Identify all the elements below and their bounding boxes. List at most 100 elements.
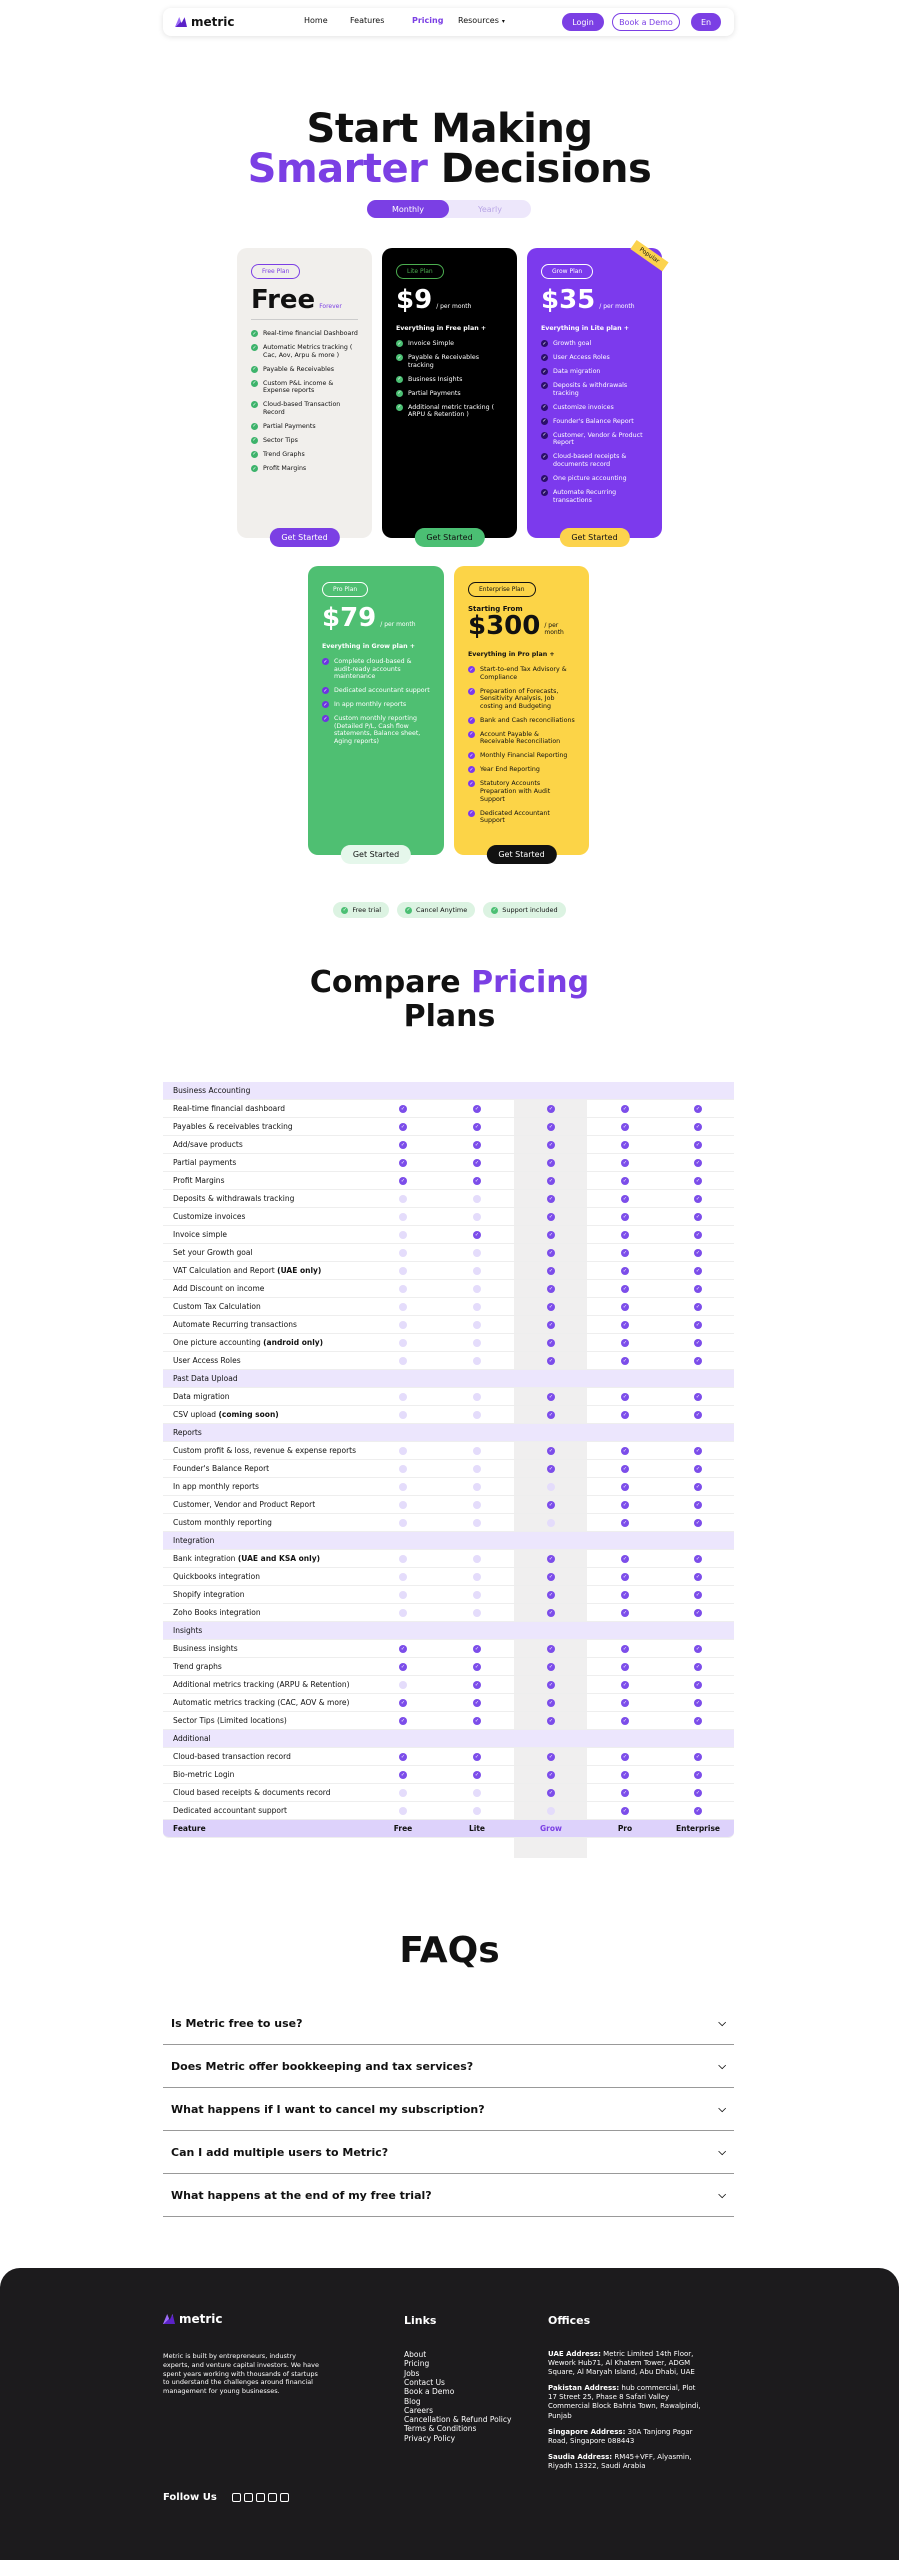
language-button[interactable]: En (691, 13, 721, 31)
get-started-button[interactable]: Get Started (559, 528, 630, 547)
check-icon: ✓ (541, 403, 548, 411)
social-icon[interactable] (268, 2493, 277, 2502)
badge-icon: ✓ (405, 906, 413, 914)
feature-text: Real-time financial Dashboard (263, 330, 358, 337)
nav-link[interactable]: Pricing (412, 16, 444, 25)
faq-title: FAQs (399, 1930, 500, 1971)
plan-card: Lite Plan $9/ per month Everything in Free… (382, 248, 517, 547)
faq-question: Is Metric free to use? (171, 2016, 303, 2030)
feature-label: Automatic metrics tracking (CAC, AOV & m… (173, 1698, 349, 1707)
feature-label: Zoho Books integration (173, 1608, 261, 1617)
check-included: ✓ (547, 1194, 555, 1203)
check-icon: ✓ (541, 382, 548, 390)
faq-item[interactable]: What happens at the end of my free trial… (163, 2174, 734, 2217)
nav-link[interactable]: Home (304, 16, 328, 25)
check-icon: ✓ (468, 766, 475, 774)
badges: ✓ Free trial ✓ Cancel Anytime ✓ Support inclu… (0, 902, 899, 918)
social-icon[interactable] (256, 2493, 265, 2502)
table-row: Sector Tips (Limited locations) ✓ ✓ ✓ ✓ ✓ (163, 1712, 734, 1730)
section-header: Integration (163, 1532, 734, 1550)
feature-label: Customer, Vendor and Product Report (173, 1500, 315, 1509)
check-included: ✓ (621, 1266, 629, 1275)
check-included: ✓ (399, 1140, 407, 1149)
divider (251, 319, 358, 320)
check-included: ✓ (547, 1122, 555, 1131)
footer-link[interactable]: Privacy Policy (404, 2433, 456, 2443)
toggle-option[interactable]: Yearly (478, 204, 502, 214)
feature-text: Additional metrics tracking (ARPU & Rete… (173, 1680, 350, 1689)
office-address: 30A Tanjong Pagar Road, Singapore 088443 (548, 2427, 693, 2445)
login-button[interactable]: Login (562, 13, 604, 31)
table-row: Invoice simple ✓ ✓ ✓ ✓ (163, 1226, 734, 1244)
table-row: One picture accounting (android only) ✓ ✓ ✓ (163, 1334, 734, 1352)
check-included: ✓ (694, 1248, 702, 1257)
office-address: hub commercial, Plot 17 Street 25, Phase… (548, 2384, 701, 2420)
plan-card: Enterprise Plan Starting From $300/ per mo… (454, 566, 589, 864)
plan-feature: ✓ Customer, Vendor & Product Report (541, 431, 648, 447)
office: Pakistan Address: hub commercial, Plot 1… (548, 2384, 703, 2420)
social-icon[interactable] (280, 2493, 289, 2502)
check-included: ✓ (621, 1338, 629, 1347)
plan-period: Forever (319, 303, 342, 310)
get-started-button[interactable]: Get Started (414, 528, 485, 547)
office: Singapore Address: 30A Tanjong Pagar Roa… (548, 2428, 703, 2446)
footer-link[interactable]: Jobs (404, 2368, 420, 2378)
demo-button[interactable]: Book a Demo (612, 13, 680, 31)
feature-text: Account Payable & Receivable Reconciliat… (480, 730, 561, 746)
check-included: ✓ (694, 1140, 702, 1149)
check-included: ✓ (547, 1590, 555, 1599)
check-excluded (473, 1464, 481, 1473)
footer-link[interactable]: Blog (404, 2396, 421, 2406)
feature-label: Deposits & withdrawals tracking (173, 1194, 294, 1203)
footer-link[interactable]: Terms & Conditions (404, 2424, 477, 2434)
check-included: ✓ (399, 1716, 407, 1725)
section-header: Reports (163, 1424, 734, 1442)
feature-text: Partial payments (173, 1158, 237, 1167)
check-included: ✓ (547, 1230, 555, 1239)
plan-feature: ✓ Automatic Metrics tracking ( Cac, Aov, … (251, 344, 358, 359)
check-excluded (399, 1266, 407, 1275)
footer-link[interactable]: Contact Us (404, 2377, 445, 2387)
footer-link[interactable]: About (404, 2350, 427, 2359)
get-started-button[interactable]: Get Started (486, 845, 557, 864)
nav-link[interactable]: Resources ▾ (458, 16, 505, 25)
plan-feature: ✓ Dedicated Accountant Support (468, 809, 575, 825)
check-included: ✓ (694, 1680, 702, 1689)
check-included: ✓ (547, 1752, 555, 1761)
toggle-option[interactable]: Monthly (367, 200, 449, 218)
footer-link[interactable]: Book a Demo (404, 2387, 455, 2397)
feature-text: Sector Tips (Limited locations) (173, 1716, 287, 1725)
footer-link[interactable]: Pricing (404, 2359, 430, 2369)
social-icon[interactable] (244, 2493, 253, 2502)
plan-feature: ✓ Monthly Financial Reporting (468, 752, 575, 760)
social-icon[interactable] (232, 2493, 241, 2502)
check-icon: ✓ (541, 417, 548, 425)
check-included: ✓ (547, 1644, 555, 1653)
feature-text: Bank integration (173, 1554, 236, 1563)
check-included: ✓ (694, 1770, 702, 1779)
check-icon: ✓ (251, 450, 258, 458)
check-excluded (399, 1284, 407, 1293)
plan-card: Pro Plan $79/ per month Everything in Grow… (308, 566, 444, 864)
get-started-button[interactable]: Get Started (269, 528, 340, 547)
check-included: ✓ (547, 1158, 555, 1167)
nav-link[interactable]: Features (350, 16, 385, 25)
faq-item[interactable]: What happens if I want to cancel my subs… (163, 2088, 734, 2131)
check-excluded (473, 1266, 481, 1275)
get-started-button[interactable]: Get Started (340, 845, 412, 864)
plan-feature: ✓ In app monthly reports (322, 701, 430, 709)
footer-link[interactable]: Cancellation & Refund Policy (404, 2415, 512, 2425)
faq-item[interactable]: Does Metric offer bookkeeping and tax se… (163, 2045, 734, 2088)
footer-link[interactable]: Careers (404, 2405, 433, 2415)
feature-text: Add Discount on income (173, 1284, 265, 1293)
check-included: ✓ (399, 1770, 407, 1779)
chevron: ⌵ (718, 2017, 726, 2029)
faq-item[interactable]: Is Metric free to use? ⌵ (163, 2002, 734, 2045)
check-included: ✓ (694, 1212, 702, 1221)
table-row: Deposits & withdrawals tracking ✓ ✓ ✓ (163, 1190, 734, 1208)
feature-label: VAT Calculation and Report (UAE only) (173, 1266, 321, 1275)
faq-item[interactable]: Can I add multiple users to Metric? ⌵ (163, 2131, 734, 2174)
check-excluded (399, 1518, 407, 1527)
check-included: ✓ (473, 1752, 481, 1761)
